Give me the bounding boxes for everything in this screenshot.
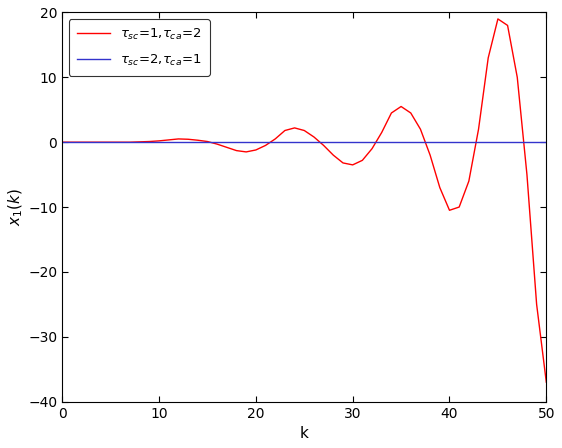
$\tau_{sc}$=1,$\tau_{ca}$=2 <box>165 137 172 142</box>
Legend: $\tau_{sc}$=1,$\tau_{ca}$=2, $\tau_{sc}$=2,$\tau_{ca}$=1: $\tau_{sc}$=1,$\tau_{ca}$=2, $\tau_{sc}$… <box>69 19 210 76</box>
$\tau_{sc}$=1,$\tau_{ca}$=2 <box>495 16 501 22</box>
$\tau_{sc}$=1,$\tau_{ca}$=2 <box>543 379 550 385</box>
$\tau_{sc}$=1,$\tau_{ca}$=2 <box>407 110 414 116</box>
$\tau_{sc}$=1,$\tau_{ca}$=2 <box>214 142 220 147</box>
Line: $\tau_{sc}$=1,$\tau_{ca}$=2: $\tau_{sc}$=1,$\tau_{ca}$=2 <box>62 19 546 382</box>
Y-axis label: $x_1(k)$: $x_1(k)$ <box>7 188 25 226</box>
X-axis label: k: k <box>300 426 309 441</box>
$\tau_{sc}$=1,$\tau_{ca}$=2 <box>533 302 540 307</box>
$\tau_{sc}$=1,$\tau_{ca}$=2 <box>204 139 211 144</box>
$\tau_{sc}$=1,$\tau_{ca}$=2 <box>378 130 385 135</box>
$\tau_{sc}$=1,$\tau_{ca}$=2 <box>59 139 66 145</box>
